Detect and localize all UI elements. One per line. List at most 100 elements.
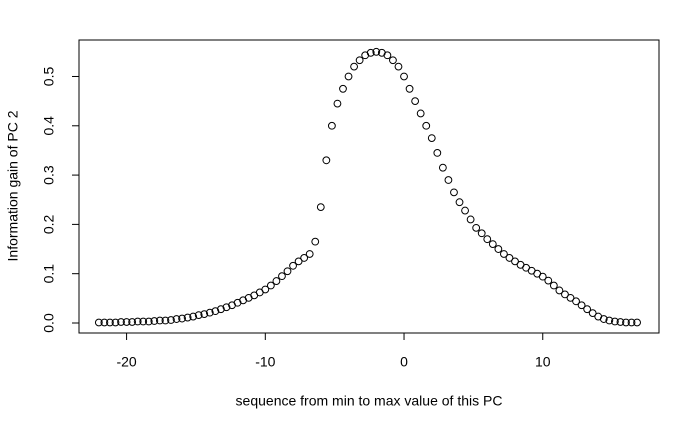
- x-tick-label: 10: [535, 354, 551, 370]
- point: [161, 316, 170, 325]
- point: [122, 318, 131, 326]
- y-tick-label: 0.0: [41, 313, 57, 333]
- point: [494, 245, 503, 253]
- point: [322, 156, 331, 165]
- point: [616, 318, 625, 326]
- point: [633, 318, 641, 327]
- point: [183, 313, 192, 322]
- point: [150, 317, 159, 325]
- point: [194, 311, 203, 320]
- point: [128, 318, 137, 326]
- x-tick-label: -20: [116, 354, 136, 370]
- point: [155, 316, 164, 325]
- point: [366, 48, 375, 57]
- point: [222, 303, 231, 312]
- point: [111, 318, 120, 327]
- point: [294, 257, 303, 266]
- point: [450, 188, 458, 197]
- point: [466, 215, 475, 224]
- point: [411, 97, 420, 106]
- plot-box: [78, 39, 660, 334]
- point: [555, 286, 564, 295]
- y-axis-label: Information gain of PC 2: [5, 110, 21, 261]
- point: [372, 47, 381, 56]
- point: [344, 72, 353, 81]
- point: [261, 285, 270, 294]
- point: [588, 309, 597, 318]
- point: [355, 56, 364, 65]
- point: [200, 310, 209, 319]
- point: [300, 254, 309, 262]
- point: [172, 315, 181, 323]
- point: [455, 198, 464, 207]
- point: [283, 267, 292, 276]
- point: [211, 307, 220, 316]
- point: [189, 312, 198, 321]
- x-tick-label: -10: [255, 354, 275, 370]
- point: [461, 206, 469, 215]
- point: [205, 308, 214, 317]
- point: [444, 176, 453, 184]
- point: [350, 62, 358, 71]
- point: [339, 84, 347, 93]
- point: [400, 72, 408, 81]
- point: [422, 121, 431, 130]
- point: [167, 316, 175, 324]
- point: [483, 235, 492, 244]
- point: [416, 109, 425, 118]
- point: [610, 317, 619, 326]
- point: [544, 276, 553, 285]
- point: [488, 240, 497, 249]
- point: [472, 223, 481, 232]
- point: [599, 315, 608, 323]
- point: [311, 237, 320, 246]
- point: [266, 281, 275, 290]
- point: [505, 254, 514, 262]
- point: [627, 318, 636, 327]
- point: [622, 318, 630, 327]
- point: [566, 293, 575, 302]
- point: [106, 318, 114, 327]
- point: [605, 316, 614, 325]
- x-axis-label: sequence from min to max value of this P…: [236, 393, 503, 409]
- point: [289, 261, 297, 270]
- point: [500, 250, 508, 258]
- point: [316, 203, 325, 212]
- point: [278, 272, 286, 281]
- point: [561, 290, 569, 299]
- point: [133, 317, 142, 326]
- point: [383, 51, 392, 60]
- point: [117, 318, 125, 326]
- point: [477, 229, 486, 238]
- y-tick-label: 0.2: [41, 214, 57, 234]
- point: [389, 56, 397, 65]
- point: [427, 134, 436, 143]
- point: [272, 277, 281, 285]
- point: [405, 84, 414, 93]
- point: [511, 257, 519, 266]
- point: [139, 317, 148, 326]
- point: [394, 62, 403, 71]
- point: [438, 163, 447, 172]
- x-tick-label: 0: [400, 354, 408, 370]
- point: [538, 272, 547, 281]
- y-tick-label: 0.5: [41, 67, 57, 87]
- point: [100, 318, 109, 327]
- point: [333, 99, 342, 108]
- y-tick-label: 0.3: [41, 165, 57, 185]
- point: [305, 250, 314, 258]
- point: [94, 318, 103, 327]
- point: [577, 301, 586, 310]
- point: [217, 305, 225, 314]
- y-tick-label: 0.1: [41, 264, 57, 284]
- point: [144, 317, 153, 326]
- point: [327, 121, 336, 130]
- point: [572, 297, 580, 306]
- y-tick-label: 0.4: [41, 116, 57, 136]
- point: [433, 149, 442, 157]
- point: [583, 305, 592, 314]
- point: [549, 281, 558, 290]
- point: [178, 314, 186, 323]
